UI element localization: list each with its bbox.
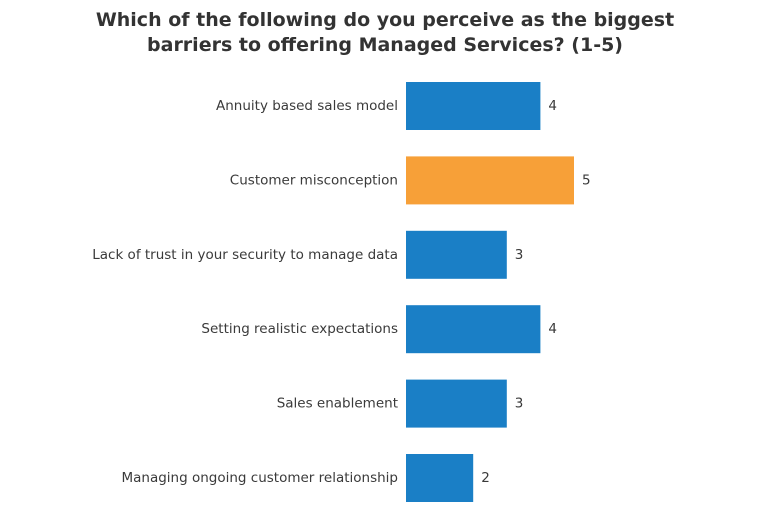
bar xyxy=(406,230,507,279)
category-label: Managing ongoing customer relationship xyxy=(121,470,398,486)
data-label: 4 xyxy=(548,321,557,337)
data-label: 2 xyxy=(481,470,490,486)
bar-highlighted xyxy=(406,156,574,205)
chart-title-line-2: barriers to offering Managed Services? (… xyxy=(147,34,623,56)
chart-title-line-1: Which of the following do you perceive a… xyxy=(95,9,675,31)
category-label: Annuity based sales model xyxy=(216,98,398,114)
bar xyxy=(406,454,474,502)
chart-title: Which of the following do you perceive a… xyxy=(0,8,770,58)
bar xyxy=(406,82,541,130)
bar-group: Annuity based sales model 4 Customer misco… xyxy=(92,82,591,502)
category-label: Customer misconception xyxy=(230,172,398,188)
data-label: 4 xyxy=(548,98,557,114)
category-label: Sales enablement xyxy=(277,396,398,412)
bar xyxy=(406,305,541,354)
data-label: 5 xyxy=(582,172,591,188)
data-label: 3 xyxy=(515,396,524,412)
data-label: 3 xyxy=(515,247,524,263)
category-label: Setting realistic expectations xyxy=(201,321,398,337)
bar xyxy=(406,379,507,428)
category-label: Lack of trust in your security to manage… xyxy=(92,247,398,263)
